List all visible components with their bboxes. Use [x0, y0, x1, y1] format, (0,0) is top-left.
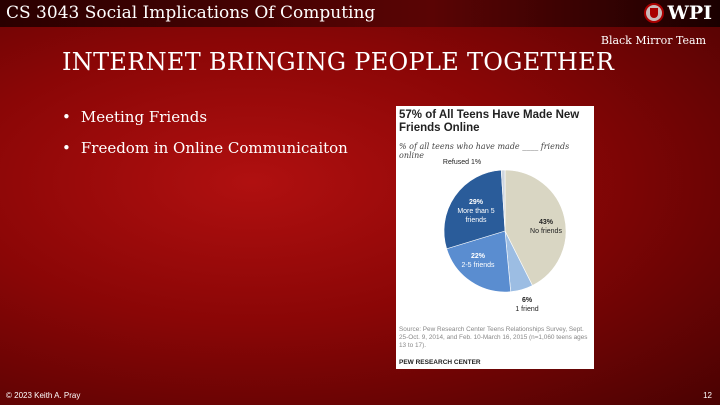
wpi-seal-icon — [644, 3, 665, 23]
pie-slice — [446, 230, 512, 293]
bullet-list: • Meeting Friends • Freedom in Online Comm… — [62, 108, 348, 170]
pie-chart: 43% No friends 6% 1 friend 22% 2-5 friends 29%… — [443, 159, 567, 313]
chart-subtitle: % of all teens who have made ____ friend… — [399, 142, 570, 160]
logo-text: WPI — [667, 2, 712, 24]
slice-label: 43% No friends — [530, 219, 562, 235]
copyright: © 2023 Keith A. Pray — [6, 391, 81, 400]
course-title: CS 3043 Social Implications Of Computing — [6, 3, 376, 23]
slide-title: INTERNET BRINGING PEOPLE TOGETHER — [62, 48, 615, 76]
slice-label: 6% 1 friend — [515, 297, 538, 313]
team-name: Black Mirror Team — [600, 34, 706, 47]
wpi-logo: WPI — [644, 2, 712, 24]
page-number: 12 — [703, 391, 712, 400]
bullet-text: Meeting Friends — [80, 108, 208, 126]
bullet-item: • Freedom in Online Communicaiton — [62, 139, 348, 157]
top-bar: CS 3043 Social Implications Of Computing… — [0, 0, 720, 27]
bullet-item: • Meeting Friends — [62, 108, 208, 126]
slice-label: 29% More than 5 friends — [457, 199, 494, 224]
pie-slice — [443, 169, 506, 250]
pie-slice — [500, 169, 506, 232]
chart-source: Source: Pew Research Center Teens Relati… — [399, 326, 588, 349]
chart-title: 57% of All Teens Have Made New Friends O… — [399, 109, 580, 134]
pie-slice — [504, 169, 567, 286]
slice-label: 22% 2-5 friends — [461, 253, 495, 269]
chart-credit: PEW RESEARCH CENTER — [399, 359, 481, 366]
slice-label: Refused 1% — [443, 159, 481, 166]
bullet-text: Freedom in Online Communicaiton — [80, 139, 348, 157]
pie-chart-image: 57% of All Teens Have Made New Friends O… — [396, 106, 594, 369]
